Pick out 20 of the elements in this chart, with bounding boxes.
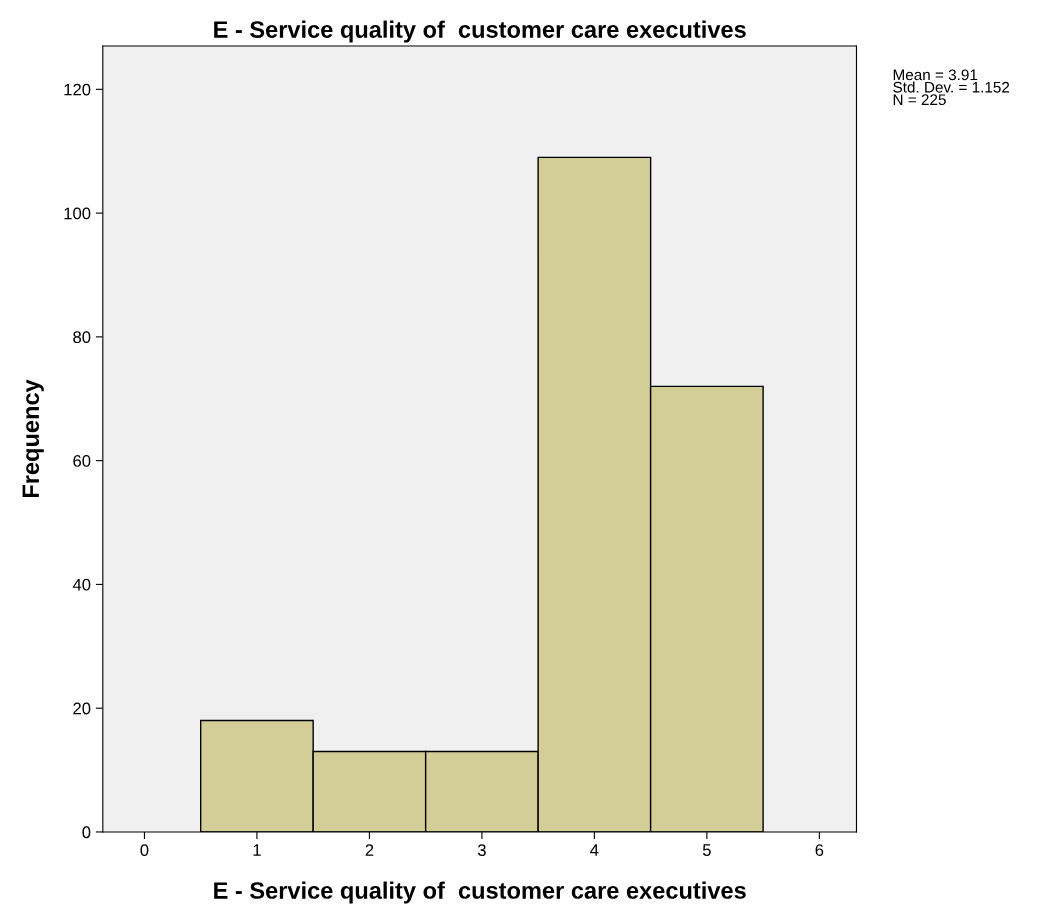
x-tick-label: 1 <box>253 844 261 856</box>
x-tick-label: 5 <box>702 844 711 856</box>
x-tick-label: 6 <box>815 844 824 856</box>
y-tick-label: 20 <box>73 702 91 715</box>
y-tick-label: 0 <box>82 826 91 839</box>
y-tick-label: 100 <box>64 207 91 220</box>
chart-title: E - Service quality of customer care executives <box>214 20 746 43</box>
y-axis-title: Frequency <box>22 379 44 498</box>
text: Mean = 3.91 <box>893 69 978 81</box>
y-tick-label: 120 <box>64 83 91 96</box>
text: Std. Dev. = 1.152 <box>893 81 1010 93</box>
text: N = 225 <box>893 94 946 106</box>
x-tick-label: 4 <box>590 844 599 856</box>
y-tick-label: 60 <box>73 455 91 467</box>
x-tick-label: 3 <box>477 844 486 856</box>
y-tick-label: 40 <box>72 578 91 591</box>
x-axis-title: E - Service quality of customer care executives <box>214 881 746 904</box>
y-tick-label: 80 <box>73 331 91 344</box>
x-tick-label: 2 <box>365 844 374 856</box>
x-tick-label: 0 <box>140 844 149 856</box>
